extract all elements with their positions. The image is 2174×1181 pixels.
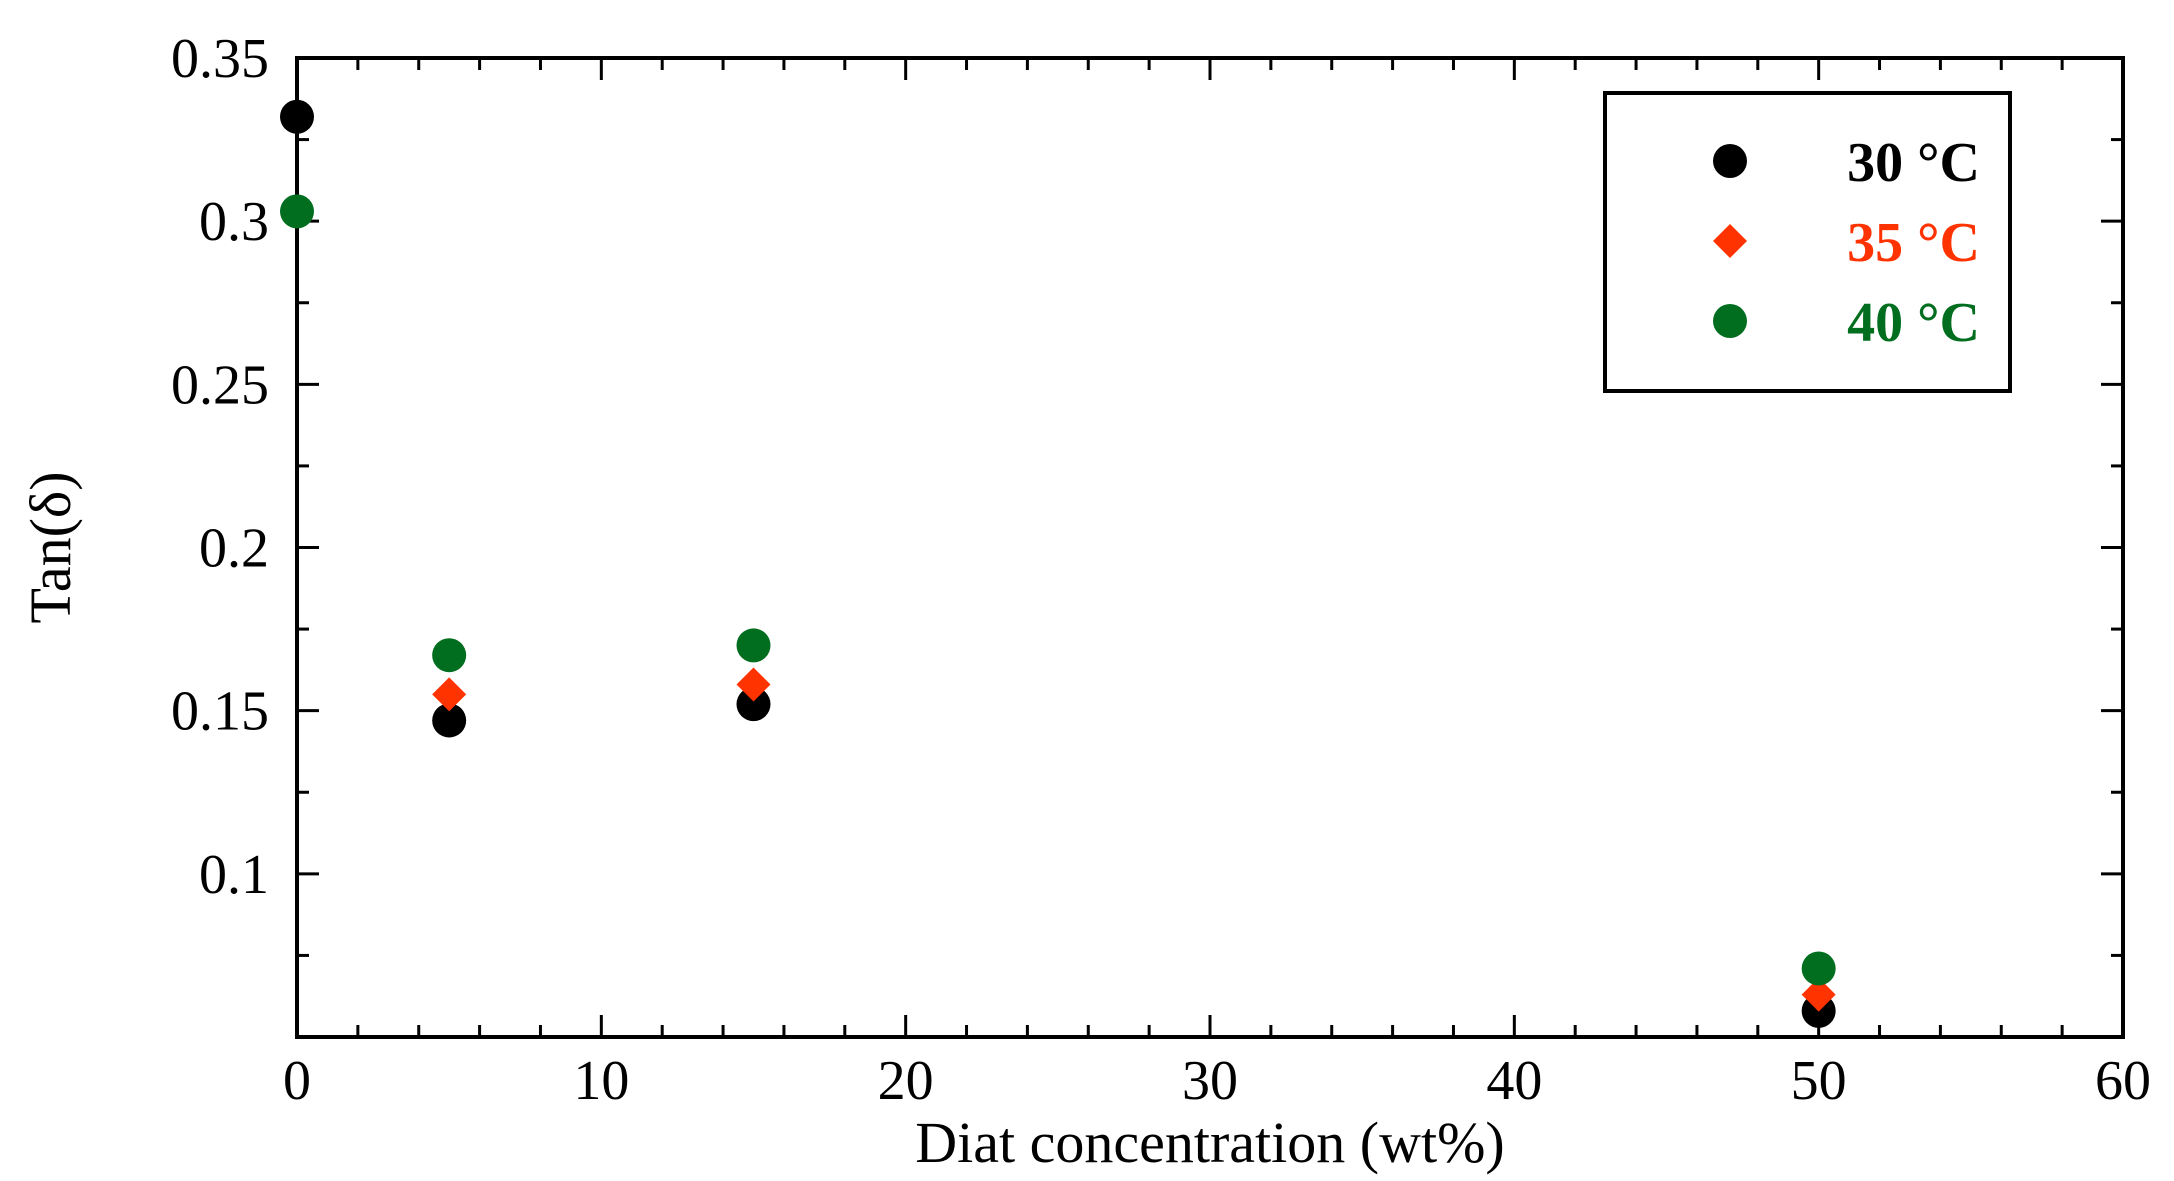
x-tick-label: 20: [878, 1050, 934, 1112]
data-points: [280, 99, 1836, 1028]
data-point-series-1: [280, 99, 314, 134]
data-point-series-1: [432, 703, 467, 738]
data-point-series-3: [432, 638, 467, 673]
legend-marker: [1713, 144, 1747, 178]
y-axis-label: Tan(δ): [18, 471, 83, 623]
legend: 30 °C 35 °C 40 °C: [1603, 91, 2012, 393]
y-tick-label: 0.15: [171, 681, 269, 743]
tick-labels: 0 10 20 30 40 50 60 0.1 0.15 0.2 0.25 0.3 0.35: [171, 28, 2151, 1112]
legend-marker: [1713, 304, 1747, 338]
x-axis-label: Diat concentration (wt%): [915, 1110, 1504, 1175]
x-tick-label: 40: [1486, 1050, 1542, 1112]
data-point-series-2: [1801, 977, 1836, 1012]
legend-marker: [1713, 224, 1747, 258]
legend-label: 40 °C: [1847, 292, 1980, 354]
data-point-series-3: [736, 628, 771, 663]
data-point-series-1: [736, 687, 771, 722]
data-point-series-3: [280, 194, 314, 229]
legend-label: 30 °C: [1847, 132, 1980, 194]
x-tick-label: 30: [1182, 1050, 1238, 1112]
y-tick-label: 0.3: [199, 191, 269, 253]
legend-label: 35 °C: [1847, 212, 1980, 274]
data-point-series-3: [1801, 951, 1836, 986]
data-point-series-2: [736, 667, 771, 702]
x-tick-label: 0: [283, 1050, 311, 1112]
legend-box: [1603, 91, 2012, 393]
y-tick-label: 0.25: [171, 354, 269, 416]
y-tick-label: 0.1: [199, 844, 269, 906]
y-tick-label: 0.35: [171, 28, 269, 90]
x-tick-label: 10: [573, 1050, 629, 1112]
y-tick-label: 0.2: [199, 518, 269, 580]
x-tick-label: 50: [1791, 1050, 1847, 1112]
data-point-series-2: [432, 677, 467, 712]
x-tick-label: 60: [2095, 1050, 2151, 1112]
